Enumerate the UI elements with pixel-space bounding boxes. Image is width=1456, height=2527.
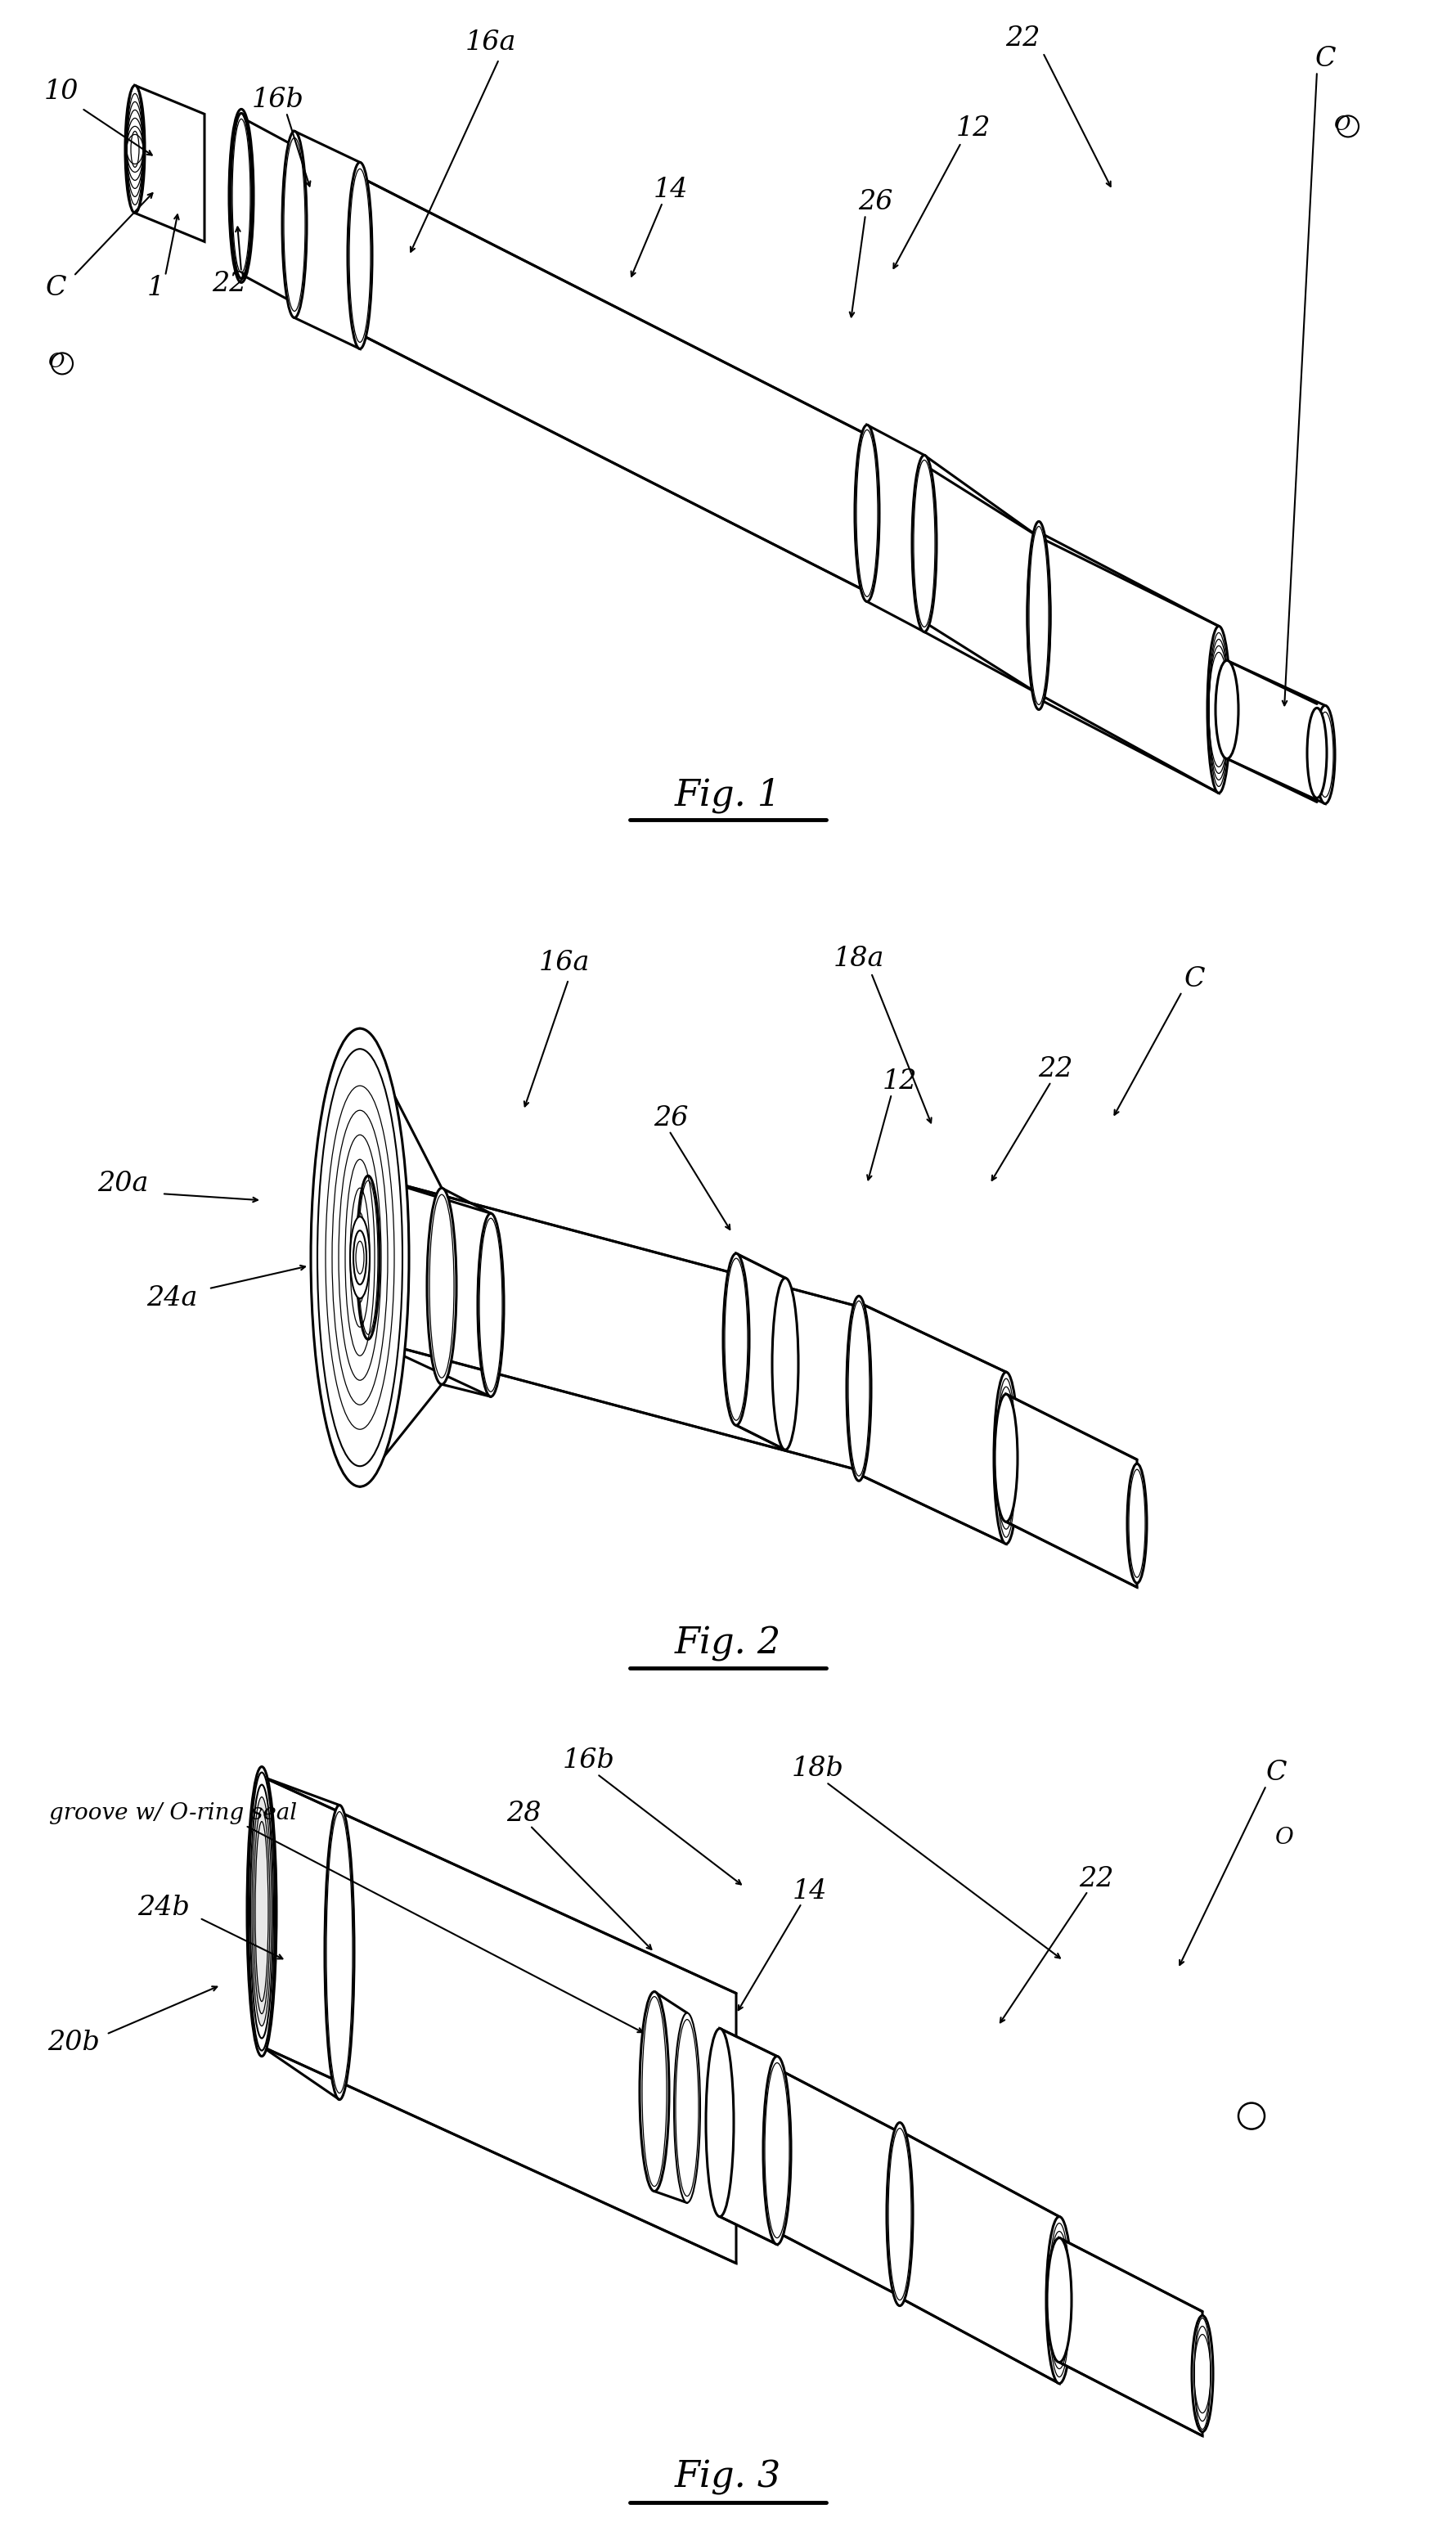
- Text: 26: 26: [858, 190, 893, 215]
- Ellipse shape: [911, 455, 936, 632]
- Polygon shape: [859, 1301, 1006, 1544]
- Ellipse shape: [325, 1804, 354, 2100]
- Ellipse shape: [1028, 521, 1050, 710]
- Text: C: C: [1184, 965, 1204, 993]
- Text: 28: 28: [507, 1799, 540, 1827]
- Text: 20a: 20a: [98, 1170, 149, 1198]
- Polygon shape: [294, 131, 360, 349]
- Text: 20b: 20b: [48, 2029, 100, 2054]
- Text: 14: 14: [792, 1878, 827, 1905]
- Ellipse shape: [427, 1188, 456, 1385]
- Polygon shape: [900, 2130, 1060, 2383]
- Polygon shape: [925, 465, 1038, 695]
- Ellipse shape: [994, 1395, 1018, 1521]
- Text: O: O: [1334, 116, 1350, 134]
- Ellipse shape: [357, 1175, 380, 1339]
- Ellipse shape: [1315, 705, 1335, 804]
- Text: 22: 22: [1079, 1865, 1114, 1893]
- Text: C: C: [1265, 1759, 1287, 1787]
- Text: 18a: 18a: [833, 945, 884, 973]
- Ellipse shape: [855, 425, 879, 601]
- Text: 16a: 16a: [466, 30, 517, 56]
- Ellipse shape: [1192, 2315, 1213, 2431]
- Text: 14: 14: [654, 177, 689, 202]
- Text: 22: 22: [1038, 1056, 1073, 1082]
- Polygon shape: [360, 177, 868, 591]
- Text: O: O: [47, 351, 64, 371]
- Text: groove w/ O-ring seal: groove w/ O-ring seal: [50, 1802, 297, 1824]
- Text: C: C: [1315, 45, 1335, 73]
- Polygon shape: [1006, 1395, 1137, 1587]
- Polygon shape: [242, 116, 294, 303]
- Ellipse shape: [639, 1991, 670, 2191]
- Text: C: C: [45, 275, 66, 301]
- Ellipse shape: [348, 162, 373, 349]
- Polygon shape: [1038, 533, 1219, 793]
- Text: 12: 12: [882, 1069, 917, 1094]
- Text: 22: 22: [1005, 25, 1040, 53]
- Ellipse shape: [252, 1797, 272, 2027]
- Ellipse shape: [355, 1241, 364, 1274]
- Text: Fig. 3: Fig. 3: [674, 2459, 782, 2494]
- Ellipse shape: [1307, 708, 1326, 799]
- Ellipse shape: [846, 1296, 871, 1481]
- Ellipse shape: [724, 1253, 750, 1425]
- Polygon shape: [135, 86, 204, 243]
- Text: Fig. 1: Fig. 1: [674, 778, 782, 814]
- Ellipse shape: [674, 2014, 700, 2204]
- Ellipse shape: [310, 1028, 409, 1486]
- Ellipse shape: [282, 131, 307, 318]
- Ellipse shape: [1028, 533, 1050, 700]
- Ellipse shape: [706, 2029, 734, 2216]
- Text: 16b: 16b: [563, 1746, 614, 1774]
- Polygon shape: [737, 1253, 785, 1450]
- Polygon shape: [1227, 660, 1325, 804]
- Text: 22: 22: [211, 270, 246, 298]
- Text: 10: 10: [44, 78, 79, 106]
- Text: O: O: [1275, 1827, 1293, 1850]
- Ellipse shape: [349, 1215, 370, 1299]
- Text: 12: 12: [957, 116, 990, 142]
- Polygon shape: [368, 1175, 859, 1471]
- Text: 24b: 24b: [137, 1895, 189, 1921]
- Ellipse shape: [478, 1213, 504, 1397]
- Ellipse shape: [1216, 660, 1239, 758]
- Text: 24a: 24a: [146, 1286, 197, 1312]
- Ellipse shape: [994, 1372, 1018, 1544]
- Ellipse shape: [1207, 627, 1230, 793]
- Ellipse shape: [229, 109, 253, 283]
- Text: 1: 1: [147, 275, 165, 301]
- Ellipse shape: [1047, 2239, 1072, 2363]
- Text: 16a: 16a: [539, 950, 590, 975]
- Ellipse shape: [887, 2123, 913, 2305]
- Polygon shape: [719, 2029, 778, 2244]
- Ellipse shape: [125, 86, 144, 212]
- Text: 16b: 16b: [252, 86, 304, 114]
- Polygon shape: [262, 1776, 737, 2264]
- Text: 26: 26: [654, 1104, 689, 1132]
- Ellipse shape: [1047, 2216, 1073, 2383]
- Polygon shape: [778, 2070, 900, 2297]
- Ellipse shape: [230, 114, 252, 278]
- Ellipse shape: [763, 2057, 791, 2244]
- Text: Fig. 2: Fig. 2: [674, 1625, 782, 1660]
- Text: 18b: 18b: [792, 1756, 844, 1782]
- Ellipse shape: [772, 1279, 798, 1450]
- Polygon shape: [868, 425, 925, 632]
- Ellipse shape: [1127, 1463, 1147, 1582]
- Ellipse shape: [248, 1766, 277, 2057]
- Polygon shape: [1060, 2239, 1203, 2436]
